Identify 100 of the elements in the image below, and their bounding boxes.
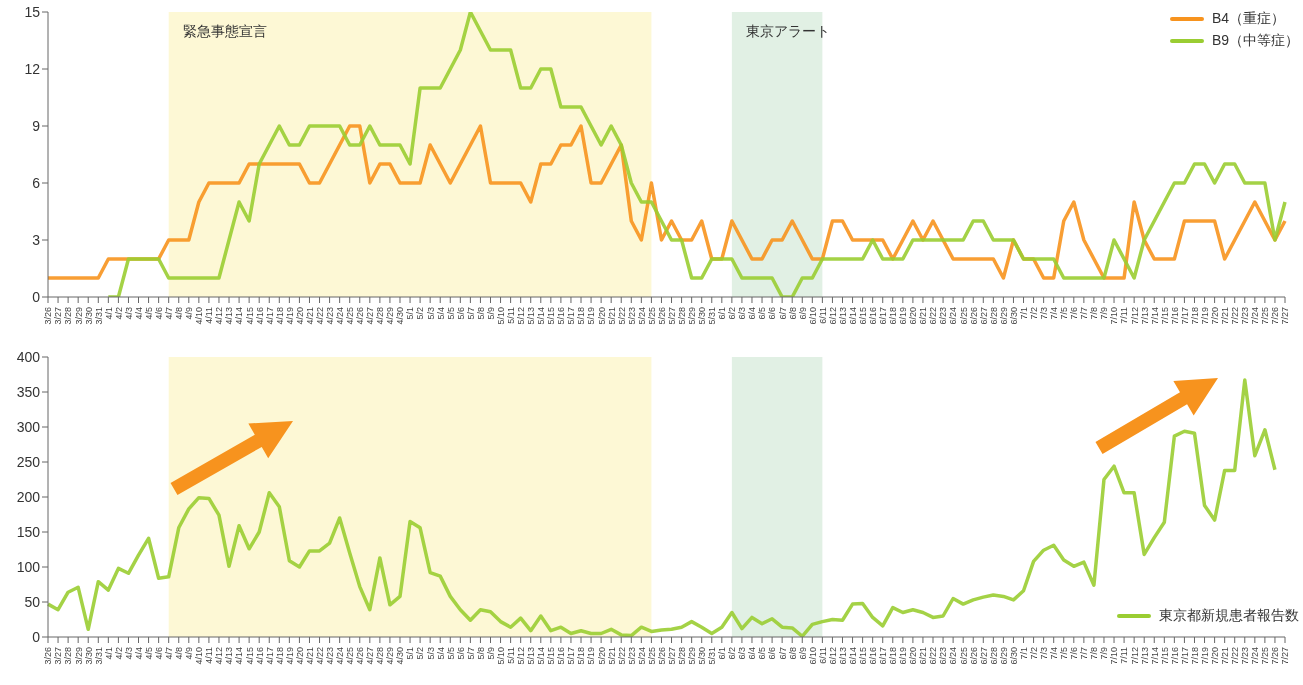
y-tick-label: 200	[16, 488, 41, 505]
x-tick-label: 3/26	[43, 647, 54, 665]
x-tick-label: 5/25	[646, 647, 657, 665]
y-tick-label: 6	[32, 174, 41, 191]
x-tick-label: 6/19	[898, 647, 909, 665]
x-tick-label: 5/21	[606, 307, 617, 325]
x-tick-label: 6/22	[928, 647, 939, 665]
x-tick-label: 4/2	[113, 647, 124, 660]
x-tick-label: 5/7	[465, 307, 476, 320]
x-tick-label: 4/8	[174, 647, 185, 660]
x-tick-label: 6/22	[928, 307, 939, 325]
x-tick-label: 5/21	[606, 647, 617, 665]
x-tick-label: 6/1	[717, 647, 728, 660]
x-tick-label: 4/19	[284, 647, 295, 665]
x-tick-label: 6/30	[1008, 307, 1019, 325]
x-tick-label: 5/11	[506, 647, 517, 664]
x-tick-label: 6/27	[978, 647, 989, 665]
x-tick-label: 7/22	[1230, 647, 1241, 665]
x-tick-label: 7/13	[1139, 647, 1150, 665]
x-tick-label: 7/20	[1209, 307, 1220, 325]
x-tick-label: 4/19	[284, 307, 295, 325]
x-tick-label: 7/19	[1199, 647, 1210, 665]
x-tick-label: 6/4	[747, 647, 758, 660]
x-tick-label: 5/6	[455, 647, 466, 660]
x-tick-label: 6/24	[948, 647, 959, 665]
y-tick-label: 50	[24, 593, 41, 610]
x-tick-label: 5/3	[425, 647, 436, 660]
x-tick-label: 7/3	[1039, 307, 1050, 320]
y-tick-label: 12	[24, 60, 41, 77]
x-tick-label: 7/16	[1169, 647, 1180, 665]
x-tick-label: 7/1	[1018, 647, 1029, 660]
x-tick-label: 6/13	[837, 647, 848, 665]
x-tick-label: 5/2	[415, 647, 426, 660]
x-tick-label: 6/30	[1008, 647, 1019, 665]
x-tick-label: 5/22	[616, 307, 627, 325]
x-tick-label: 5/14	[536, 307, 547, 325]
x-tick-label: 7/2	[1028, 307, 1039, 320]
x-tick-label: 4/29	[385, 647, 396, 665]
x-tick-label: 5/28	[676, 647, 687, 665]
x-tick-label: 5/3	[425, 307, 436, 320]
x-tick-label: 4/5	[143, 647, 154, 660]
x-tick-label: 6/25	[958, 647, 969, 665]
x-tick-label: 4/27	[365, 307, 376, 325]
x-tick-label: 4/1	[103, 647, 114, 660]
x-tick-label: 5/24	[636, 647, 647, 665]
x-tick-label: 4/7	[164, 647, 175, 660]
x-tick-label: 5/4	[435, 307, 446, 320]
x-tick-label: 6/8	[787, 307, 798, 320]
x-tick-label: 3/30	[83, 647, 94, 665]
x-tick-label: 6/7	[777, 647, 788, 660]
x-tick-label: 5/30	[697, 307, 708, 325]
y-tick-label: 250	[16, 453, 41, 470]
x-tick-label: 5/16	[556, 647, 567, 665]
legend-label: 東京都新規患者報告数	[1159, 607, 1299, 625]
x-tick-label: 4/26	[355, 307, 366, 325]
line-series	[46, 124, 1287, 280]
x-tick-label: 6/15	[858, 307, 868, 325]
x-tick-label: 5/23	[626, 307, 637, 325]
x-tick-label: 4/21	[304, 647, 315, 665]
x-tick-label: 5/18	[576, 307, 587, 325]
x-tick-label: 7/4	[1049, 647, 1060, 660]
y-tick-label: 3	[32, 231, 41, 248]
x-tick-label: 4/5	[143, 307, 154, 320]
x-tick-label: 7/24	[1250, 307, 1261, 325]
x-tick-label: 6/3	[737, 647, 748, 660]
x-tick-label: 6/15	[858, 647, 868, 665]
y-tick-label: 0	[32, 288, 41, 305]
x-tick-label: 6/11	[817, 647, 828, 664]
x-tick-label: 4/23	[324, 307, 335, 325]
x-tick-label: 7/2	[1028, 647, 1039, 660]
x-tick-label: 4/10	[194, 307, 205, 325]
x-tick-label: 6/2	[727, 307, 738, 320]
x-tick-label: 4/18	[274, 307, 285, 325]
x-tick-label: 3/31	[93, 307, 104, 325]
x-tick-label: 7/6	[1069, 647, 1080, 660]
x-tick-label: 3/27	[53, 307, 64, 325]
x-tick-label: 6/18	[888, 647, 899, 665]
x-tick-label: 5/29	[687, 307, 698, 325]
x-tick-label: 3/27	[53, 647, 64, 665]
x-tick-label: 4/7	[164, 307, 175, 320]
x-tick-label: 7/13	[1139, 307, 1150, 325]
y-tick-label: 100	[16, 558, 41, 575]
x-tick-label: 4/23	[324, 647, 335, 665]
x-tick-label: 7/6	[1069, 307, 1080, 320]
x-tick-label: 7/27	[1280, 307, 1291, 325]
x-tick-label: 4/15	[244, 307, 255, 325]
x-tick-label: 5/4	[435, 647, 446, 660]
x-tick-label: 7/19	[1199, 307, 1210, 325]
x-tick-label: 7/11	[1119, 647, 1130, 664]
x-tick-label: 5/11	[506, 307, 517, 324]
x-tick-label: 5/22	[616, 647, 627, 665]
x-tick-label: 4/9	[184, 307, 195, 320]
x-tick-label: 7/17	[1179, 307, 1190, 325]
x-tick-label: 5/20	[596, 307, 607, 325]
x-tick-label: 7/10	[1109, 647, 1120, 665]
x-tick-label: 6/29	[998, 307, 1009, 325]
x-tick-label: 5/12	[516, 307, 527, 325]
x-tick-label: 7/11	[1119, 307, 1130, 324]
x-tick-label: 6/29	[998, 647, 1009, 665]
x-tick-label: 4/11	[204, 307, 215, 324]
